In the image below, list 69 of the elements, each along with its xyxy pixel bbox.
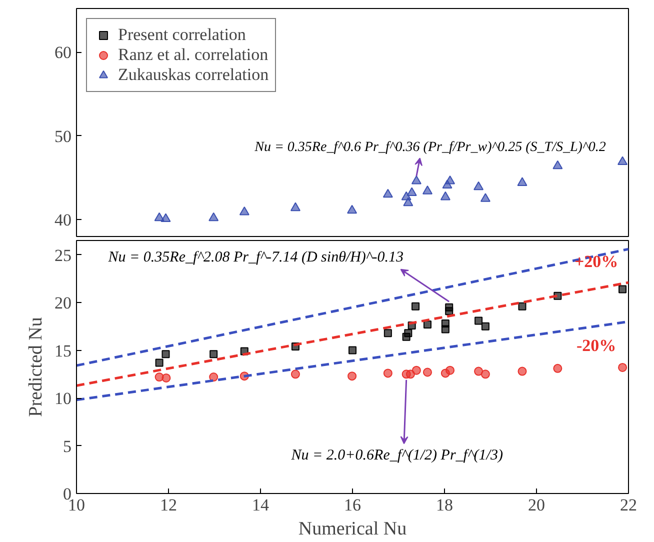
point [348, 372, 357, 381]
point [423, 320, 432, 329]
point [446, 366, 455, 375]
point [162, 373, 171, 382]
point [440, 191, 450, 200]
point [290, 202, 300, 212]
y-tick-label: 25 [54, 246, 72, 265]
y-tick-label: 60 [54, 43, 72, 62]
point [411, 175, 422, 184]
point [384, 329, 392, 338]
point [290, 370, 300, 379]
point [155, 358, 164, 367]
point [162, 350, 170, 358]
y-tick-label: 40 [54, 210, 72, 230]
annotation: +20% [574, 252, 618, 272]
point [406, 187, 417, 196]
point [518, 366, 527, 376]
annotation: Nu = 0.35Re_f^2.08 Pr_f^-7.14 (D sinθ/H)^-0.13 [107, 250, 404, 266]
legend-label: Zukauskas correlation [118, 65, 269, 85]
point [618, 156, 628, 165]
point [618, 362, 628, 372]
point [382, 188, 393, 198]
point [347, 204, 358, 214]
x-tick-label: 18 [436, 496, 453, 514]
point [160, 213, 171, 222]
x-tick-label: 20 [528, 496, 545, 514]
x-tick-label: 22 [620, 496, 637, 514]
y-tick-label: 20 [54, 294, 72, 313]
point [404, 329, 412, 338]
legend-label: Ranz et al. correlation [118, 45, 268, 65]
annotation: Nu = 0.35Re_f^0.6 Pr_f^0.36 (Pr_f/Pr_w)^0.25 (S_T/S_L)^0.2 [254, 140, 606, 156]
point [481, 322, 490, 330]
y-tick-label: 0 [63, 484, 72, 504]
point [441, 320, 450, 328]
x-tick-label: 12 [160, 496, 177, 514]
point [480, 370, 490, 379]
point [445, 303, 454, 312]
point [422, 368, 432, 377]
y-axis-title: Predicted Nu [26, 316, 46, 417]
y-tick-label: 10 [54, 389, 72, 408]
y-tick-label: 15 [54, 341, 72, 360]
point [403, 197, 414, 206]
point [474, 316, 483, 325]
point [348, 346, 356, 354]
x-tick-label: 16 [344, 496, 361, 514]
point [474, 366, 484, 376]
x-tick-label: 14 [252, 496, 270, 514]
point [383, 368, 392, 378]
point [517, 177, 528, 186]
point [239, 206, 250, 216]
y-tick-label: 5 [63, 436, 72, 456]
point [445, 175, 456, 184]
point [480, 193, 490, 202]
annotation: -20% [576, 336, 616, 356]
point [474, 181, 484, 190]
annotation: Nu = 2.0+0.6Re_f^(1/2) Pr_f^(1/3) [290, 447, 503, 464]
point [412, 302, 420, 310]
point [208, 212, 219, 222]
legend-label: Present correlation [118, 25, 246, 45]
point [412, 366, 421, 375]
point [210, 350, 218, 358]
point [552, 160, 563, 170]
point [553, 364, 562, 373]
x-axis-title: Numerical Nu [298, 518, 408, 540]
point [518, 302, 526, 310]
point [422, 186, 432, 194]
point [209, 372, 218, 382]
y-tick-label: 50 [54, 126, 72, 146]
point [618, 285, 627, 294]
